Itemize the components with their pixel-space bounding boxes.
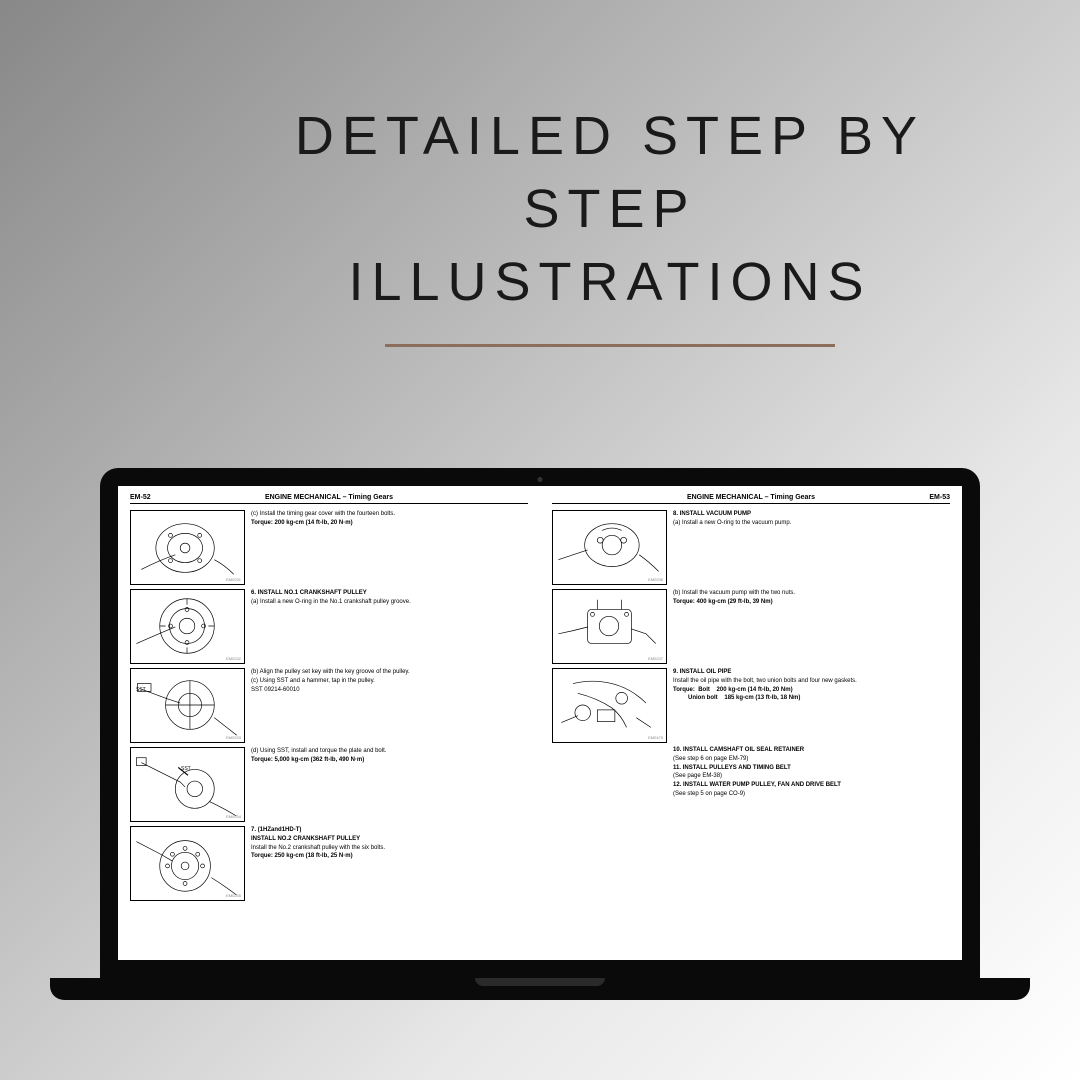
manual-step: 6. INSTALL NO.1 CRANKSHAFT PULLEY(a) Ins… xyxy=(130,589,528,664)
laptop-mockup: EM-52ENGINE MECHANICAL – Timing Gears (c… xyxy=(100,468,980,1000)
step-diagram xyxy=(552,668,667,743)
step-text: (b) Install the vacuum pump with the two… xyxy=(673,589,950,664)
headline: DETAILED STEP BY STEP ILLUSTRATIONS xyxy=(220,100,1000,347)
step-text: (d) Using SST, install and torque the pl… xyxy=(251,747,528,822)
manual-step: 9. INSTALL OIL PIPEInstall the oil pipe … xyxy=(552,668,950,743)
manual-step: 10. INSTALL CAMSHAFT OIL SEAL RETAINER(S… xyxy=(673,747,950,764)
manual-step: (c) Install the timing gear cover with t… xyxy=(130,510,528,585)
step-text: 6. INSTALL NO.1 CRANKSHAFT PULLEY(a) Ins… xyxy=(251,589,528,664)
manual-step: 12. INSTALL WATER PUMP PULLEY, FAN AND D… xyxy=(673,782,950,799)
manual-step: SST(d) Using SST, install and torque the… xyxy=(130,747,528,822)
manual-page-left: EM-52ENGINE MECHANICAL – Timing Gears (c… xyxy=(118,486,540,960)
page-header: ENGINE MECHANICAL – Timing GearsEM-53 xyxy=(552,494,950,504)
manual-page-right: ENGINE MECHANICAL – Timing GearsEM-53 8.… xyxy=(540,486,962,960)
step-diagram xyxy=(130,826,245,901)
headline-text: DETAILED STEP BY STEP ILLUSTRATIONS xyxy=(220,100,1000,319)
laptop-base xyxy=(50,978,1030,1000)
headline-underline xyxy=(385,344,835,347)
step-text: 9. INSTALL OIL PIPEInstall the oil pipe … xyxy=(673,668,950,743)
step-diagram: SST xyxy=(130,668,245,743)
step-diagram xyxy=(130,589,245,664)
manual-step: SST (b) Align the pulley set key with th… xyxy=(130,668,528,743)
step-diagram xyxy=(552,589,667,664)
step-diagram xyxy=(552,510,667,585)
manual-step: 7. (1HZand1HD-T)INSTALL NO.2 CRANKSHAFT … xyxy=(130,826,528,901)
manual-step: (b) Install the vacuum pump with the two… xyxy=(552,589,950,664)
laptop-screen: EM-52ENGINE MECHANICAL – Timing Gears (c… xyxy=(100,468,980,978)
step-text: 7. (1HZand1HD-T)INSTALL NO.2 CRANKSHAFT … xyxy=(251,826,528,901)
page-header: EM-52ENGINE MECHANICAL – Timing Gears xyxy=(130,494,528,504)
manual-step: 11. INSTALL PULLEYS AND TIMING BELT(See … xyxy=(673,765,950,782)
step-diagram xyxy=(130,510,245,585)
step-diagram: SST xyxy=(130,747,245,822)
step-text: 8. INSTALL VACUUM PUMP(a) Install a new … xyxy=(673,510,950,585)
step-text: (c) Install the timing gear cover with t… xyxy=(251,510,528,585)
step-text: (b) Align the pulley set key with the ke… xyxy=(251,668,528,743)
manual-document: EM-52ENGINE MECHANICAL – Timing Gears (c… xyxy=(118,486,962,960)
manual-step: 8. INSTALL VACUUM PUMP(a) Install a new … xyxy=(552,510,950,585)
